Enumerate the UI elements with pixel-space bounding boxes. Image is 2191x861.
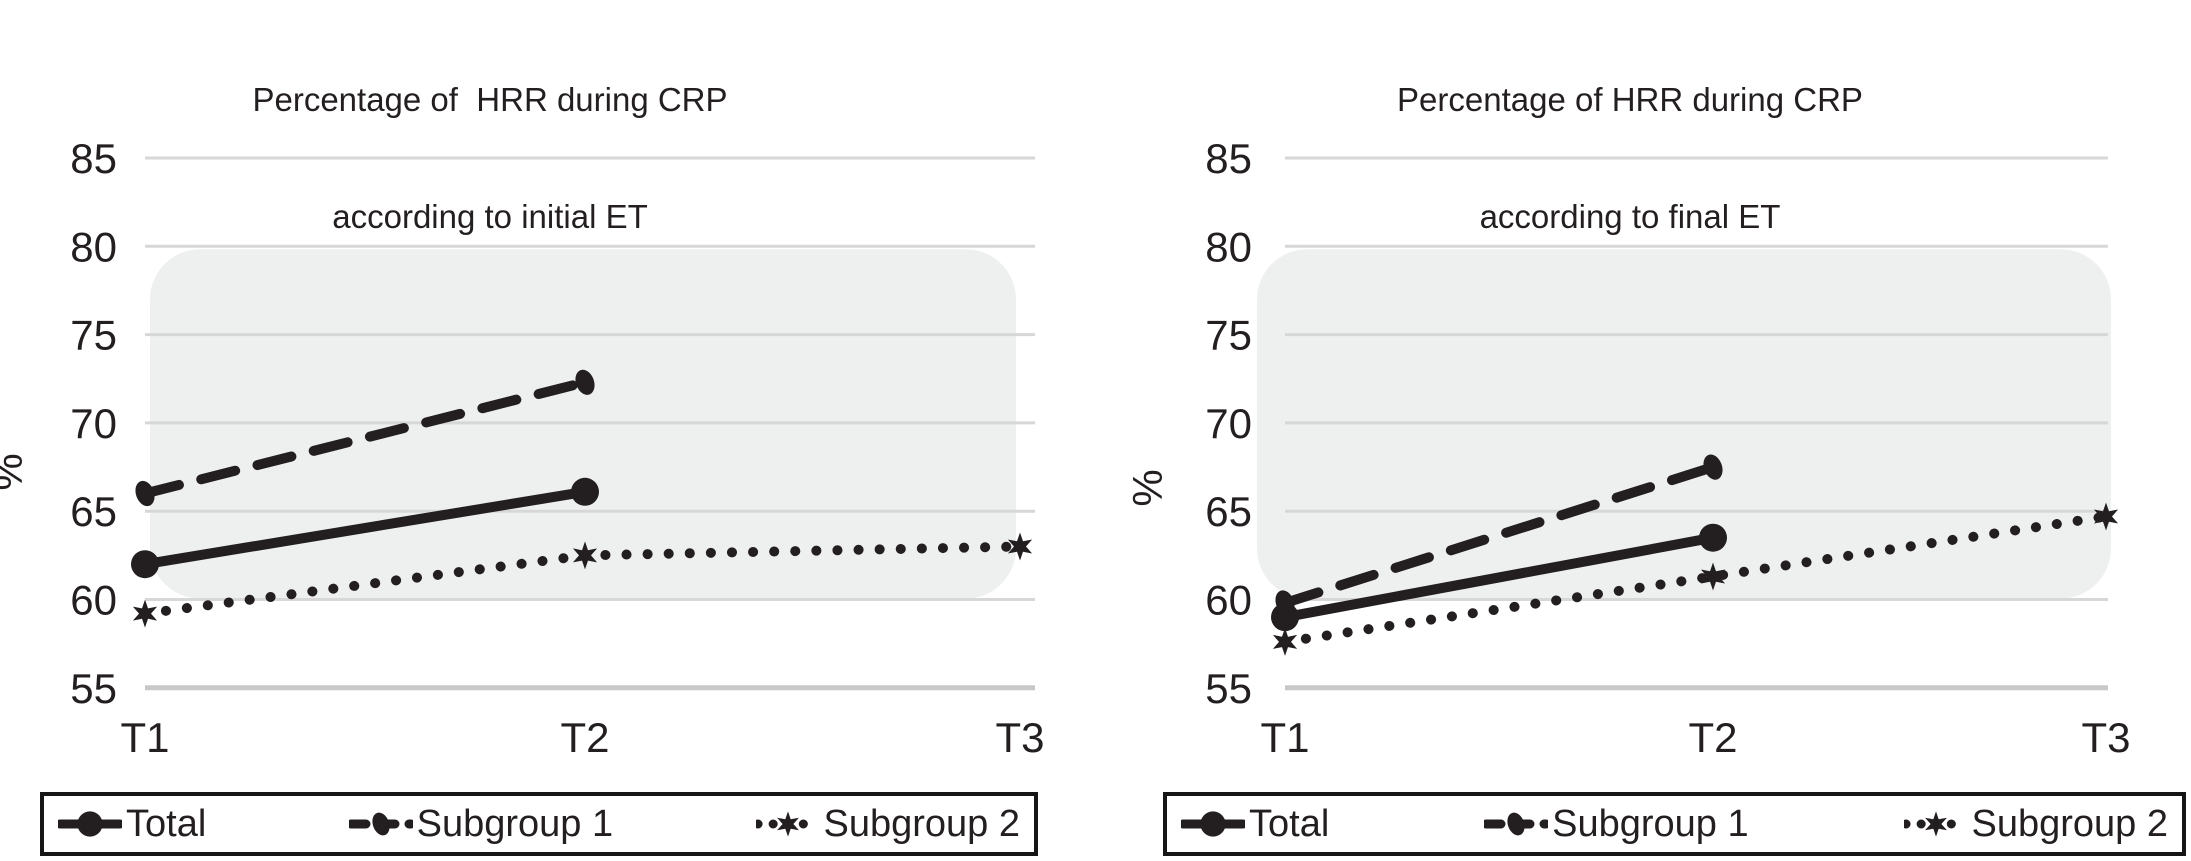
y-tick-label: 55 bbox=[1205, 665, 1252, 712]
y-tick-label: 65 bbox=[1205, 488, 1252, 535]
y-tick-label: 60 bbox=[1205, 577, 1252, 624]
subgroup1-line-sample-icon bbox=[1484, 812, 1549, 836]
total-line-sample-icon bbox=[58, 811, 122, 837]
data-point-marker-oval bbox=[1275, 590, 1295, 616]
data-point-marker-circle bbox=[571, 477, 599, 506]
series-line-solid bbox=[140, 486, 590, 570]
data-point-marker-circle bbox=[131, 550, 159, 579]
subgroup2-line-sample-icon bbox=[755, 811, 820, 837]
x-category-label: T1 bbox=[120, 714, 169, 761]
y-axis-label: % bbox=[0, 453, 31, 490]
legend-label: Subgroup 2 bbox=[1971, 802, 2169, 845]
x-category-label: T2 bbox=[1688, 714, 1737, 761]
chart-title-line: according to final ET bbox=[1479, 198, 1781, 235]
data-point-marker-circle bbox=[77, 811, 103, 837]
chart-title: Percentage of HRR during CRP according t… bbox=[0, 2, 980, 314]
legend-label: Subgroup 2 bbox=[823, 802, 1021, 845]
legend-label: Total bbox=[1249, 802, 1330, 845]
legend-label: Subgroup 1 bbox=[416, 802, 614, 845]
legend-item-subgroup2: Subgroup 2 bbox=[755, 802, 1021, 846]
chart-title-line: Percentage of HRR during CRP bbox=[1397, 81, 1863, 118]
y-tick-label: 85 bbox=[1205, 135, 1252, 182]
chart-title: Percentage of HRR during CRP according t… bbox=[1096, 2, 2164, 314]
y-tick-label: 80 bbox=[1205, 223, 1252, 270]
legend-item-total: Total bbox=[1181, 803, 1329, 846]
data-point-marker-circle bbox=[1699, 523, 1727, 552]
y-tick-label: 70 bbox=[70, 400, 117, 447]
series-line-dashed bbox=[1280, 462, 1718, 608]
x-category-label: T1 bbox=[1260, 714, 1309, 761]
data-point-marker-star bbox=[1007, 532, 1033, 561]
data-point-marker-star bbox=[1924, 811, 1947, 837]
legend-item-total: Total bbox=[58, 803, 206, 846]
data-point-marker-star bbox=[132, 599, 158, 628]
y-tick-label: 75 bbox=[70, 312, 117, 359]
total-line-sample-icon bbox=[1181, 811, 1245, 837]
y-tick-label: 60 bbox=[70, 577, 117, 624]
plot-initial-et: 85 80 75 70 65 60 55% T1 T2 T3 bbox=[0, 135, 1045, 761]
data-point-marker-oval bbox=[135, 480, 155, 507]
y-tick-label: 70 bbox=[1205, 400, 1252, 447]
chart-initial-et: Percentage of HRR during CRP according t… bbox=[0, 0, 1095, 861]
legend: Total Subgroup 1 Subgroup 2 bbox=[40, 792, 1038, 856]
series-line-solid bbox=[1280, 532, 1718, 623]
subgroup2-line-sample-icon bbox=[1903, 811, 1968, 837]
y-tick-label: 65 bbox=[70, 488, 117, 535]
data-point-marker-oval bbox=[1703, 454, 1723, 480]
subgroup1-line-sample-icon bbox=[348, 812, 413, 836]
x-category-label: T2 bbox=[560, 714, 609, 761]
data-point-marker-circle bbox=[1200, 811, 1226, 837]
legend-item-subgroup2: Subgroup 2 bbox=[1903, 802, 2169, 846]
data-point-marker-oval bbox=[372, 812, 390, 836]
y-tick-label: 80 bbox=[70, 223, 117, 270]
y-tick-label: 55 bbox=[70, 665, 117, 712]
chart-title-line: according to initial ET bbox=[332, 198, 648, 235]
legend: Total Subgroup 1 Subgroup 2 bbox=[1163, 792, 2186, 856]
data-point-marker-star bbox=[1700, 562, 1726, 591]
y-axis-label: % bbox=[1124, 469, 1171, 506]
x-category-label: T3 bbox=[2081, 714, 2130, 761]
x-category-label: T3 bbox=[995, 714, 1044, 761]
legend-item-subgroup1: Subgroup 1 bbox=[348, 802, 614, 846]
legend-label: Subgroup 1 bbox=[1552, 802, 1749, 845]
legend-label: Total bbox=[126, 802, 207, 845]
y-tick-label: 75 bbox=[1205, 312, 1252, 359]
chart-final-et: Percentage of HRR during CRP according t… bbox=[1096, 0, 2191, 861]
data-point-marker-star bbox=[572, 541, 598, 570]
series-line-dashed bbox=[140, 377, 590, 499]
data-point-marker-oval bbox=[1507, 812, 1525, 836]
plot-final-et: 85 80 75 70 65 60 55% T1 T2 T3 bbox=[1124, 135, 2131, 761]
data-point-marker-star bbox=[776, 811, 799, 837]
series-line-dotted bbox=[1280, 511, 2111, 647]
legend-item-subgroup1: Subgroup 1 bbox=[1484, 803, 1749, 846]
y-tick-label: 85 bbox=[70, 135, 117, 182]
data-point-marker-oval bbox=[575, 369, 595, 395]
data-point-marker-star bbox=[2093, 502, 2119, 531]
data-point-marker-star bbox=[1272, 627, 1298, 656]
chart-title-line: Percentage of HRR during CRP bbox=[252, 81, 728, 118]
